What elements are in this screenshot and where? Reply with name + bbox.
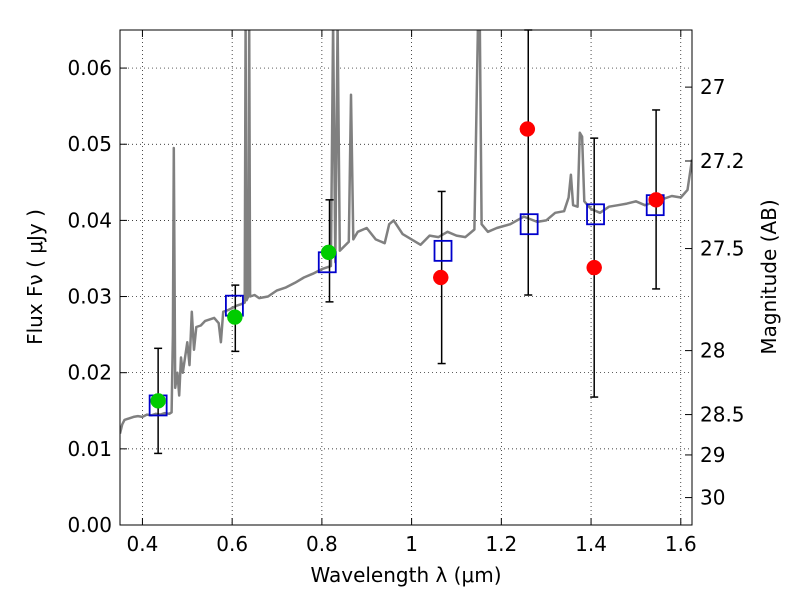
model-square-marker bbox=[433, 239, 453, 262]
model-square-marker bbox=[519, 213, 539, 236]
red-point-marker bbox=[519, 121, 536, 137]
y2-tick-label: 27.5 bbox=[700, 237, 745, 261]
x-tick-label: 1.4 bbox=[575, 532, 607, 556]
y-tick-label: 0.02 bbox=[67, 361, 112, 385]
errorbar-layer bbox=[154, 29, 661, 455]
x-tick-label: 1.2 bbox=[485, 532, 517, 556]
y2-tick-label: 29 bbox=[700, 443, 725, 467]
x-tick-label: 0.8 bbox=[306, 532, 338, 556]
series-layer bbox=[120, 30, 692, 434]
x-tick-label: 0.4 bbox=[127, 532, 159, 556]
y-tick-label: 0.04 bbox=[67, 208, 112, 232]
y-axis-title: Flux Fν ( μJy ) bbox=[23, 209, 47, 345]
y2-tick-label: 27 bbox=[700, 75, 725, 99]
model-square-marker bbox=[586, 203, 605, 226]
green-point-marker bbox=[227, 309, 243, 325]
y-tick-label: 0.03 bbox=[67, 285, 112, 309]
tick-labels: 0.4 0.6 0.8 1 1.2 1.4 1.6 0.00 0.01 0.02 0.03 0.04 0… bbox=[67, 56, 744, 556]
y-tick-label: 0.05 bbox=[67, 132, 112, 156]
plot-frame bbox=[119, 29, 693, 526]
tick-marks bbox=[120, 30, 692, 526]
y2-tick-label: 28.5 bbox=[700, 403, 745, 427]
y2-tick-label: 28 bbox=[700, 339, 725, 363]
red-point-marker bbox=[586, 259, 602, 276]
y2-axis-title: Magnitude (AB) bbox=[757, 199, 781, 354]
spectrum-line bbox=[120, 30, 692, 434]
red-point-marker bbox=[433, 269, 449, 286]
x-tick-label: 0.6 bbox=[216, 532, 248, 556]
grid-lines bbox=[120, 30, 692, 525]
green-point-marker bbox=[150, 393, 166, 409]
red-point-marker bbox=[648, 192, 664, 208]
x-tick-label: 1 bbox=[405, 532, 418, 556]
x-axis-title: Wavelength λ (μm) bbox=[310, 563, 501, 587]
y2-tick-label: 27.2 bbox=[700, 149, 745, 173]
x-tick-label: 1.6 bbox=[665, 532, 697, 556]
y2-tick-label: 30 bbox=[700, 486, 725, 510]
y-tick-label: 0.06 bbox=[67, 56, 112, 80]
green-point-marker bbox=[320, 244, 337, 261]
marker-layer bbox=[148, 121, 665, 417]
y-tick-label: 0.00 bbox=[67, 513, 112, 537]
y-tick-label: 0.01 bbox=[67, 437, 112, 461]
